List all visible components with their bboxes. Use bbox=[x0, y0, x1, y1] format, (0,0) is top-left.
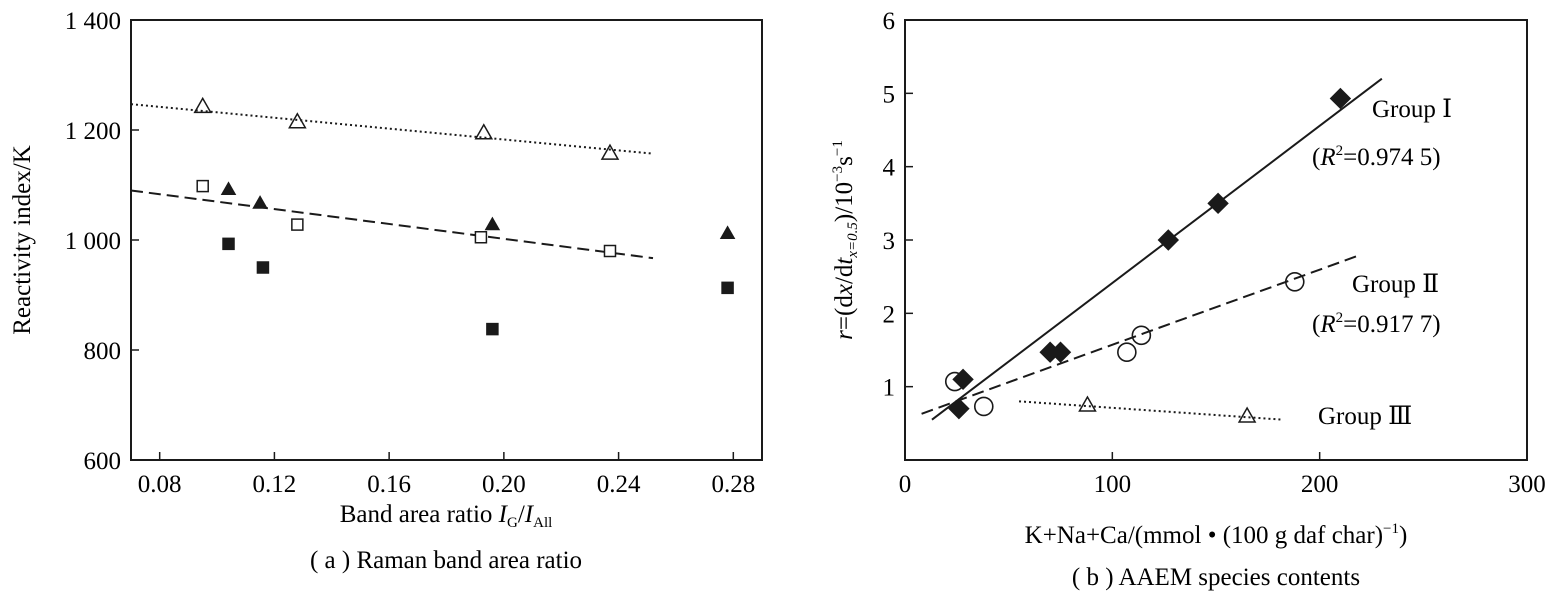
data-point-diamond-filled bbox=[1207, 192, 1229, 215]
data-point-triangle-open bbox=[1078, 395, 1097, 412]
panel-a-x-ticks: 0.08 0.12 0.16 0.20 0.24 0.28 bbox=[138, 452, 755, 498]
x-tick-label: 0 bbox=[899, 471, 912, 498]
data-point-circle-open bbox=[944, 371, 965, 392]
data-point-square-open bbox=[291, 218, 304, 231]
data-point-circle-open bbox=[1117, 342, 1137, 363]
y-tick-label: 5 bbox=[883, 81, 896, 108]
panel-b-points bbox=[944, 87, 1352, 423]
data-point-triangle-filled bbox=[719, 225, 736, 240]
group-2-r2: (R2=0.917 7) bbox=[1312, 310, 1441, 338]
panel-a-x-label: Band area ratio IG/IAll bbox=[340, 501, 553, 531]
y-tick-label: 1 200 bbox=[65, 118, 121, 145]
data-point-triangle-filled bbox=[484, 216, 501, 231]
panel-b-fit-line-solid bbox=[931, 77, 1383, 421]
x-tick-label: 0.20 bbox=[482, 471, 526, 498]
x-tick-label: 0.28 bbox=[711, 471, 755, 498]
y-tick-label: 1 000 bbox=[65, 228, 121, 255]
panel-a: 0.08 0.12 0.16 0.20 0.24 0.28 600 800 1 000 1 20… bbox=[9, 8, 763, 574]
data-point-diamond-filled bbox=[948, 397, 970, 420]
group-2-label: Group Ⅱ bbox=[1352, 271, 1439, 298]
y-tick-label: 1 400 bbox=[65, 8, 121, 35]
data-point-triangle-open bbox=[288, 112, 307, 129]
panel-a-y-label: Reactivity index/K bbox=[9, 145, 36, 335]
panel-b-x-label: K+Na+Ca/(mmol • (100 g daf char)−1) bbox=[1025, 521, 1408, 549]
group-1-label: Group Ⅰ bbox=[1372, 96, 1452, 123]
x-tick-label: 0.12 bbox=[253, 471, 297, 498]
panel-b-caption: ( b ) AAEM species contents bbox=[1072, 564, 1360, 591]
group-1-r2: (R2=0.974 5) bbox=[1312, 143, 1441, 171]
y-tick-label: 6 bbox=[883, 8, 896, 35]
x-tick-label: 0.24 bbox=[597, 471, 641, 498]
data-point-triangle-filled bbox=[220, 181, 237, 196]
data-point-triangle-open bbox=[474, 123, 494, 140]
data-point-circle-open bbox=[1131, 325, 1152, 346]
data-point-square-filled bbox=[222, 237, 235, 251]
y-tick-label: 1 bbox=[883, 375, 896, 402]
y-tick-label: 4 bbox=[883, 155, 896, 182]
panel-b-x-ticks: 0 100 200 300 bbox=[899, 452, 1546, 498]
data-point-square-filled bbox=[256, 261, 270, 274]
panel-a-caption: ( a ) Raman band area ratio bbox=[310, 547, 582, 574]
panel-a-points bbox=[193, 96, 736, 336]
panel-a-y-ticks: 600 800 1 000 1 200 1 400 bbox=[65, 8, 139, 475]
x-tick-label: 0.16 bbox=[367, 471, 411, 498]
data-point-square-open bbox=[196, 179, 209, 193]
x-tick-label: 300 bbox=[1508, 471, 1546, 498]
panel-a-fit-line-dashed bbox=[130, 189, 654, 260]
panel-b: 0 100 200 300 1 2 3 4 5 6 r=(dx/dtx=0.5)/10−3s−1… bbox=[830, 8, 1546, 591]
panel-a-fit-line-dotted bbox=[130, 103, 654, 155]
x-tick-label: 100 bbox=[1094, 471, 1132, 498]
panel-b-fit-line-dashed bbox=[921, 255, 1358, 415]
data-point-diamond-filled bbox=[1157, 229, 1180, 251]
data-point-triangle-open bbox=[1237, 406, 1257, 423]
x-tick-label: 200 bbox=[1301, 471, 1339, 498]
panel-a-fit-lines bbox=[130, 103, 654, 260]
data-point-triangle-open bbox=[600, 143, 620, 160]
data-point-circle-open bbox=[973, 396, 994, 417]
data-point-square-filled bbox=[721, 281, 734, 295]
y-tick-label: 600 bbox=[84, 448, 122, 475]
group-3-label: Group Ⅲ bbox=[1318, 403, 1412, 430]
panel-b-plot-frame bbox=[904, 19, 1528, 461]
panel-b-y-label: r=(dx/dtx=0.5)/10−3s−1 bbox=[830, 140, 861, 340]
data-point-circle-open bbox=[1284, 271, 1305, 292]
data-point-diamond-filled bbox=[1329, 87, 1352, 110]
data-point-square-open bbox=[603, 244, 617, 258]
data-point-square-filled bbox=[486, 322, 499, 336]
data-point-triangle-filled bbox=[252, 195, 268, 209]
y-tick-label: 3 bbox=[883, 228, 896, 255]
data-point-square-open bbox=[474, 231, 488, 244]
panel-b-fit-line-dotted bbox=[1018, 400, 1283, 421]
data-point-triangle-open bbox=[193, 96, 212, 114]
y-tick-label: 2 bbox=[883, 301, 896, 328]
panel-b-y-ticks: 1 2 3 4 5 6 bbox=[883, 8, 913, 402]
x-tick-label: 0.08 bbox=[138, 471, 182, 498]
data-point-diamond-filled bbox=[1049, 341, 1072, 363]
panel-b-fit-lines bbox=[921, 77, 1383, 421]
y-tick-label: 800 bbox=[84, 338, 122, 365]
